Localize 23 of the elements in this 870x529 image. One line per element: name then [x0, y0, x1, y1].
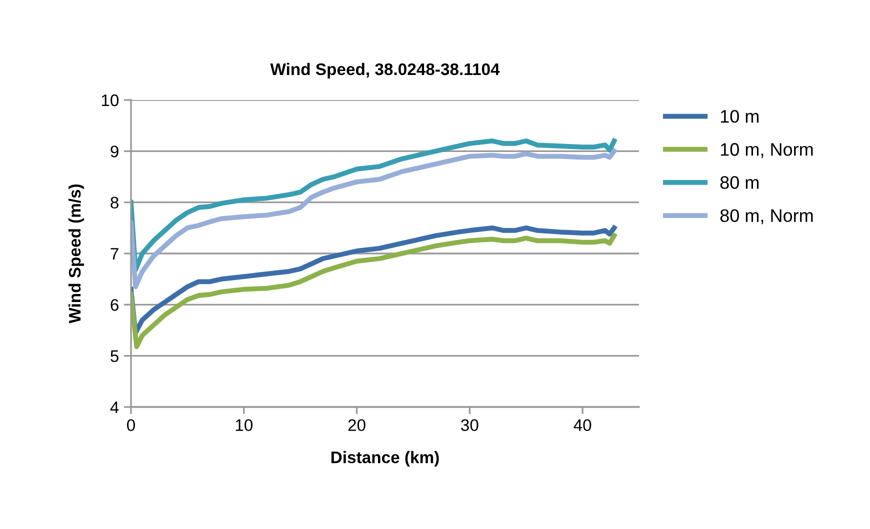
x-tick-label: 10 — [236, 419, 253, 432]
legend-label: 80 m, Norm — [720, 209, 813, 224]
line-series — [131, 138, 617, 272]
line-series — [131, 233, 617, 350]
y-tick-label: 7 — [110, 248, 118, 260]
y-tick-label: 4 — [110, 402, 119, 414]
x-tick-label: 20 — [348, 419, 366, 432]
x-tick-label: 0 — [127, 419, 135, 432]
legend-label: 10 m — [720, 110, 759, 123]
legend-label: 10 m, Norm — [720, 143, 813, 158]
x-tick-label: 40 — [574, 419, 592, 432]
line-series — [131, 225, 617, 336]
y-tick-label: 9 — [110, 146, 118, 158]
y-tick-label: 10 — [102, 94, 119, 106]
line-series — [131, 148, 617, 290]
x-axis-title: Distance (km) — [331, 451, 439, 467]
x-tick-label: 30 — [461, 419, 478, 432]
y-axis-title: Wind Speed (m/s) — [68, 184, 84, 324]
y-tick-label: 6 — [110, 299, 118, 311]
y-tick-label: 5 — [110, 350, 118, 362]
chart-title: Wind Speed, 38.0248-38.1104 — [270, 62, 500, 78]
legend-label: 80 m — [720, 176, 759, 189]
y-tick-label: 8 — [110, 196, 118, 209]
